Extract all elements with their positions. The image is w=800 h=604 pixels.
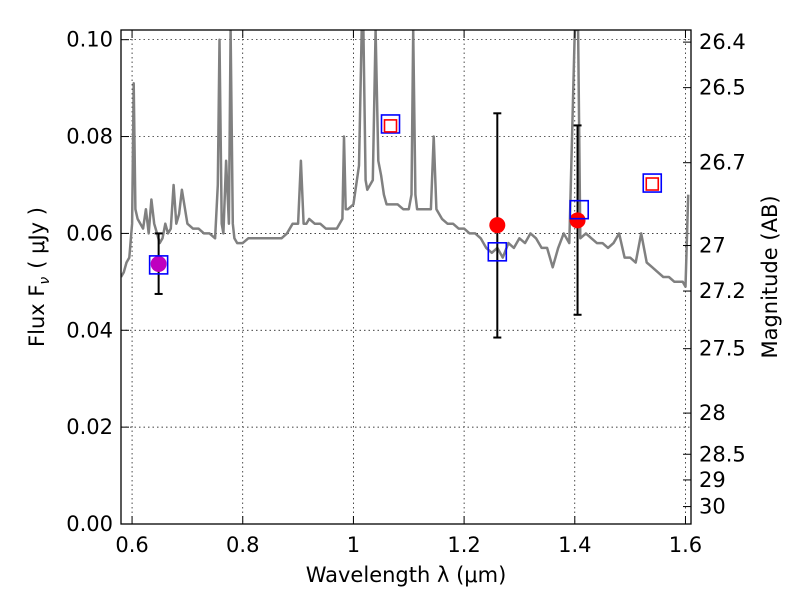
square-marker-3-0 <box>148 255 169 275</box>
x-tick-label-5: 1.6 <box>669 533 702 557</box>
y-tick-label-1: 0.02 <box>66 415 113 439</box>
observed-point-1-0 <box>489 217 506 234</box>
observed-point-1-1 <box>569 212 586 229</box>
y2-tick-label-3: 27 <box>699 234 726 258</box>
y-axis-label-unit: ( μJy ) <box>25 207 49 269</box>
x-tick-label-4: 1.4 <box>558 533 591 557</box>
y-tick-label-0: 0.00 <box>66 512 113 536</box>
y-tick-label-4: 0.08 <box>66 125 113 149</box>
square-marker-3-1 <box>380 114 401 134</box>
square-marker-4-0 <box>383 119 398 133</box>
overlay-layer <box>148 112 663 339</box>
y2-axis-label: Magnitude (AB) <box>758 195 782 358</box>
y-axis-label-subscript: ν <box>37 277 53 285</box>
y2-tick-label-0: 26.4 <box>699 30 746 54</box>
y2-tick-label-2: 26.7 <box>699 151 746 175</box>
y-tick-label-3: 0.06 <box>66 221 113 245</box>
y2-tick-label-1: 26.5 <box>699 76 746 100</box>
square-marker-3-4 <box>642 173 663 193</box>
plot-frame <box>120 29 692 525</box>
x-tick-label-0: 0.6 <box>115 533 148 557</box>
y-tick-label-5: 0.10 <box>66 28 113 52</box>
y2-tick-label-6: 28 <box>699 401 726 425</box>
x-axis-label: Wavelength λ (μm) <box>306 563 507 587</box>
x-tick-label-2: 1 <box>347 533 360 557</box>
y2-tick-label-9: 30 <box>699 495 726 519</box>
y-tick-label-2: 0.04 <box>66 318 113 342</box>
square-marker-3-3 <box>569 199 590 220</box>
square-marker-3-2 <box>487 242 508 262</box>
data-layer <box>121 30 690 288</box>
y2-tick-label-7: 28.5 <box>699 442 746 466</box>
y2-tick-label-4: 27.2 <box>699 279 746 303</box>
y-axis-label-main: Flux F <box>25 285 49 347</box>
observed-point-2-0 <box>150 255 167 272</box>
y-axis-label: Flux Fν ( μJy ) <box>25 207 53 347</box>
x-tick-label-3: 1.2 <box>447 533 480 557</box>
y2-tick-label-8: 29 <box>699 468 726 492</box>
spectrum-line <box>121 30 690 288</box>
y2-tick-label-5: 27.5 <box>699 337 746 361</box>
tick-layer: 0.6 0.8 1 1.2 1.4 1.6 0.00 0.02 0.04 0.06 0.08 0.10… <box>66 28 746 557</box>
square-marker-4-1 <box>645 177 660 191</box>
x-tick-label-1: 0.8 <box>226 533 259 557</box>
plot-background <box>121 30 691 524</box>
